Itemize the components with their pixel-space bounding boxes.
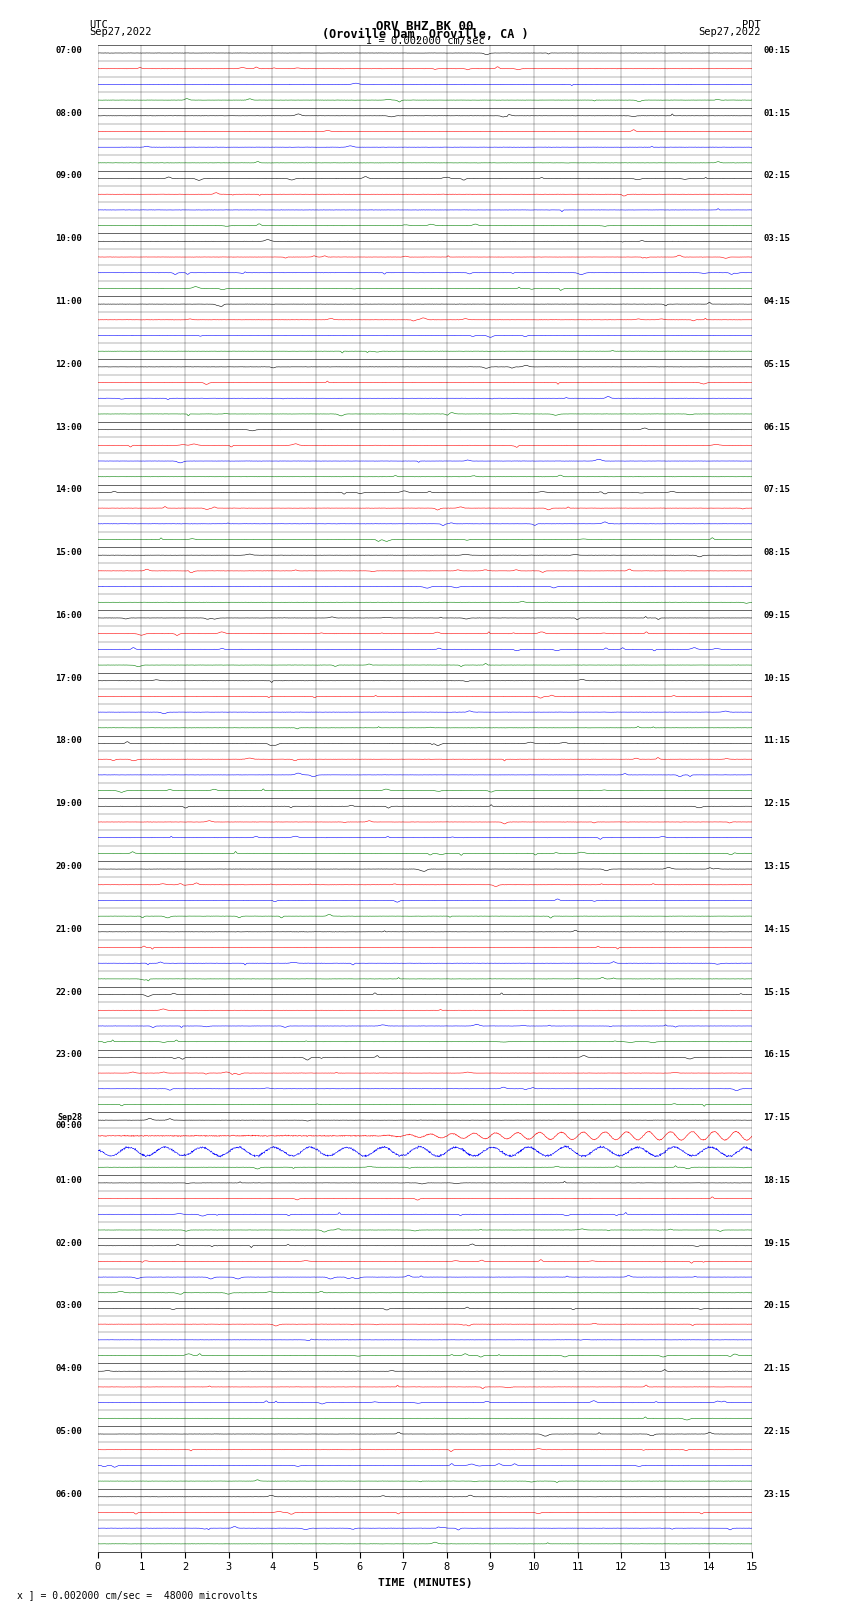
Text: 01:00: 01:00 [55, 1176, 82, 1186]
Text: 04:00: 04:00 [55, 1365, 82, 1373]
Text: 02:15: 02:15 [763, 171, 790, 181]
Text: 18:15: 18:15 [763, 1176, 790, 1186]
Text: 05:00: 05:00 [55, 1428, 82, 1436]
Text: 02:00: 02:00 [55, 1239, 82, 1247]
Text: 18:00: 18:00 [55, 737, 82, 745]
Text: 11:15: 11:15 [763, 737, 790, 745]
Text: 16:15: 16:15 [763, 1050, 790, 1060]
Text: Sep27,2022: Sep27,2022 [698, 26, 761, 37]
Text: 07:00: 07:00 [55, 45, 82, 55]
Text: 09:00: 09:00 [55, 171, 82, 181]
Text: 19:00: 19:00 [55, 798, 82, 808]
Text: 15:00: 15:00 [55, 548, 82, 556]
Text: x ] = 0.002000 cm/sec =  48000 microvolts: x ] = 0.002000 cm/sec = 48000 microvolts [17, 1590, 258, 1600]
Text: Sep28: Sep28 [58, 1113, 82, 1123]
Text: 14:15: 14:15 [763, 924, 790, 934]
Text: 23:15: 23:15 [763, 1490, 790, 1498]
Text: 00:00: 00:00 [55, 1121, 82, 1131]
Text: 05:15: 05:15 [763, 360, 790, 369]
Text: 17:15: 17:15 [763, 1113, 790, 1123]
Text: I = 0.002000 cm/sec: I = 0.002000 cm/sec [366, 37, 484, 47]
Text: 15:15: 15:15 [763, 987, 790, 997]
Text: 20:15: 20:15 [763, 1302, 790, 1310]
Text: 21:00: 21:00 [55, 924, 82, 934]
Text: 20:00: 20:00 [55, 861, 82, 871]
Text: 21:15: 21:15 [763, 1365, 790, 1373]
Text: 09:15: 09:15 [763, 611, 790, 619]
Text: UTC: UTC [89, 19, 108, 31]
Text: PDT: PDT [742, 19, 761, 31]
Text: 19:15: 19:15 [763, 1239, 790, 1247]
Text: 17:00: 17:00 [55, 674, 82, 682]
Text: ORV BHZ BK 00: ORV BHZ BK 00 [377, 19, 473, 34]
Text: 07:15: 07:15 [763, 486, 790, 494]
Text: 16:00: 16:00 [55, 611, 82, 619]
Text: 22:15: 22:15 [763, 1428, 790, 1436]
X-axis label: TIME (MINUTES): TIME (MINUTES) [377, 1578, 473, 1587]
Text: 14:00: 14:00 [55, 486, 82, 494]
Text: 03:00: 03:00 [55, 1302, 82, 1310]
Text: 03:15: 03:15 [763, 234, 790, 244]
Text: 13:15: 13:15 [763, 861, 790, 871]
Text: 06:00: 06:00 [55, 1490, 82, 1498]
Text: 06:15: 06:15 [763, 423, 790, 432]
Text: 23:00: 23:00 [55, 1050, 82, 1060]
Text: 04:15: 04:15 [763, 297, 790, 306]
Text: 22:00: 22:00 [55, 987, 82, 997]
Text: 01:15: 01:15 [763, 108, 790, 118]
Text: 10:15: 10:15 [763, 674, 790, 682]
Text: (Oroville Dam, Oroville, CA ): (Oroville Dam, Oroville, CA ) [321, 29, 529, 42]
Text: 11:00: 11:00 [55, 297, 82, 306]
Text: 13:00: 13:00 [55, 423, 82, 432]
Text: 00:15: 00:15 [763, 45, 790, 55]
Text: 08:00: 08:00 [55, 108, 82, 118]
Text: 10:00: 10:00 [55, 234, 82, 244]
Text: Sep27,2022: Sep27,2022 [89, 26, 152, 37]
Text: 12:00: 12:00 [55, 360, 82, 369]
Text: 12:15: 12:15 [763, 798, 790, 808]
Text: 08:15: 08:15 [763, 548, 790, 556]
